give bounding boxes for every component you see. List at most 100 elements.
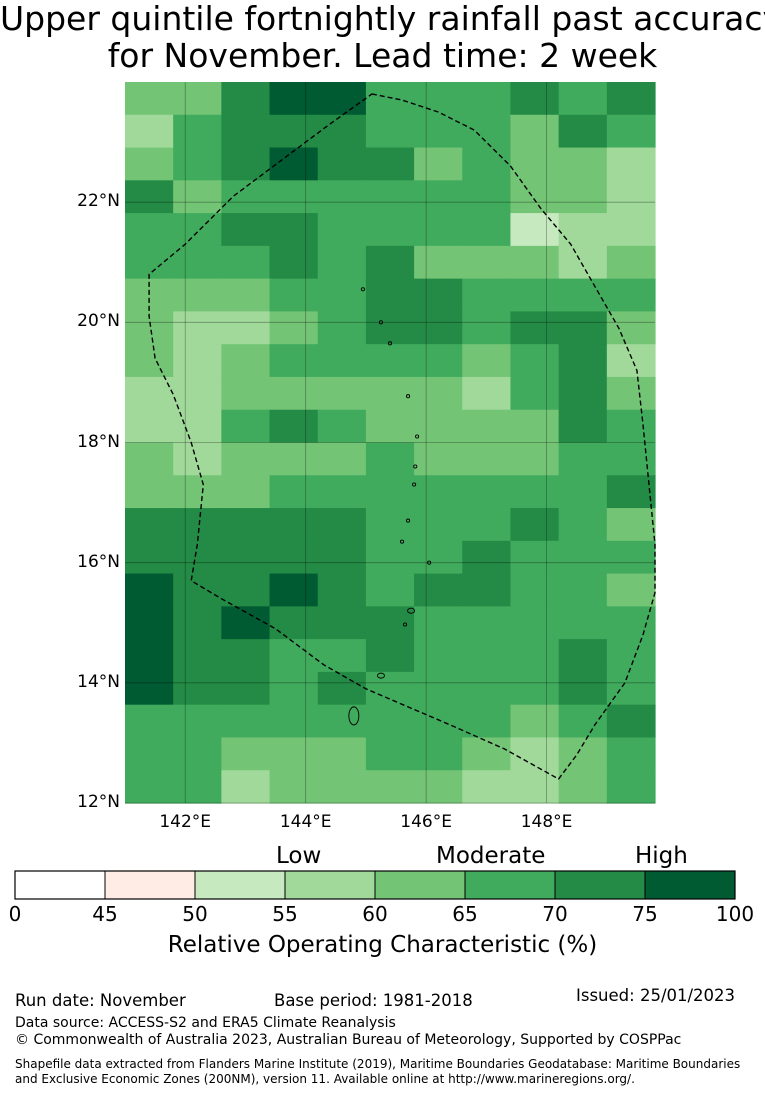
grid-cell [125, 213, 174, 247]
grid-cell [125, 671, 174, 706]
grid-cell [173, 278, 222, 313]
shapefile-credit-line-1: Shapefile data extracted from Flanders M… [15, 1057, 741, 1071]
grid-cell [317, 508, 367, 542]
colorbar-swatch [284, 870, 376, 900]
grid-cell [269, 213, 319, 247]
grid-cell [221, 737, 271, 771]
grid-cell [365, 770, 415, 804]
grid-cell [462, 213, 512, 247]
copyright: © Commonwealth of Australia 2023, Austra… [15, 1032, 682, 1048]
grid-cell [365, 704, 415, 739]
grid-cell [173, 311, 222, 345]
grid-cell [558, 114, 608, 149]
island-outline [378, 320, 384, 325]
grid-cell [462, 147, 512, 181]
colorbar-tick: 75 [632, 902, 658, 926]
grid-cell [414, 606, 463, 640]
longitude-label: 146°E [400, 812, 452, 832]
grid-cell [269, 573, 319, 607]
grid-cell [173, 704, 222, 739]
grid-cell [173, 442, 222, 476]
grid-cell [510, 409, 560, 444]
grid-cell [317, 442, 367, 476]
island-outline [387, 341, 393, 346]
grid-cell [221, 114, 271, 149]
grid-cell [125, 606, 174, 640]
grid-cell [365, 508, 415, 542]
grid-cell [317, 344, 367, 378]
grid-cell [125, 508, 174, 542]
grid-cell [558, 82, 608, 116]
grid-cell [558, 475, 608, 509]
colorbar-tick: 70 [542, 902, 568, 926]
grid-cell [365, 82, 415, 116]
grid-cell [558, 704, 608, 739]
map-title-line-2: for November. Lead time: 2 week [107, 36, 658, 75]
grid-cell [125, 475, 174, 509]
data-source: Data source: ACCESS-S2 and ERA5 Climate … [15, 1015, 396, 1031]
grid-cell [221, 147, 271, 181]
grid-cell [317, 639, 367, 673]
grid-cell [414, 573, 463, 607]
grid-cell [173, 606, 222, 640]
colorbar-frame [14, 870, 736, 900]
grid-cell [173, 639, 222, 673]
grid-cell [221, 639, 271, 673]
grid-cell [269, 540, 319, 575]
grid-cell [558, 442, 608, 476]
grid-cell [606, 540, 656, 575]
grid-cell [510, 671, 560, 706]
grid-cell [221, 180, 271, 214]
grid-cell [125, 573, 174, 607]
grid-cell [462, 311, 512, 345]
map-title-line-1: Upper quintile fortnightly rainfall past… [0, 0, 765, 38]
grid-cell [606, 770, 656, 804]
grid-cell [462, 442, 512, 476]
grid-cell [125, 82, 174, 116]
grid-cell [125, 180, 174, 214]
grid-cell [606, 737, 656, 771]
grid-cell [173, 114, 222, 149]
grid-cell [365, 475, 415, 509]
latitude-label: 22°N [77, 191, 120, 212]
grid-cell [125, 114, 174, 149]
grid-cell [173, 147, 222, 181]
grid-cell [414, 475, 463, 509]
grid-cell [558, 573, 608, 607]
colorbar-swatch [644, 870, 736, 900]
grid-cell [125, 737, 174, 771]
grid-cell [269, 704, 319, 739]
grid-cell [510, 606, 560, 640]
grid-cell [317, 737, 367, 771]
island-outline [415, 434, 420, 439]
grid-cell [173, 180, 222, 214]
island-outlines [348, 287, 432, 726]
grid-cell [221, 245, 271, 280]
grid-cell [462, 671, 512, 706]
grid-cell [606, 606, 656, 640]
grid-cell [558, 737, 608, 771]
grid-cell [173, 82, 222, 116]
colorbar-tick: 0 [8, 902, 22, 926]
grid-cell [606, 147, 656, 181]
grid-cell [125, 344, 174, 378]
grid-cell [606, 671, 656, 706]
latitude-label: 14°N [77, 671, 120, 692]
grid-cell [125, 376, 174, 411]
grid-cell [317, 606, 367, 640]
grid-cell [173, 573, 222, 607]
grid-cell [269, 311, 319, 345]
colorbar-tick: 65 [452, 902, 478, 926]
grid-cell [462, 82, 512, 116]
grid-cell [414, 311, 463, 345]
grid-cell [558, 409, 608, 444]
grid-cell [510, 475, 560, 509]
grid-cell [606, 442, 656, 476]
grid-cell [510, 344, 560, 378]
grid-cell [414, 213, 463, 247]
grid-cell [606, 573, 656, 607]
grid-cell [414, 409, 463, 444]
grid-cell [558, 311, 608, 345]
colorbar-tick: 50 [182, 902, 208, 926]
